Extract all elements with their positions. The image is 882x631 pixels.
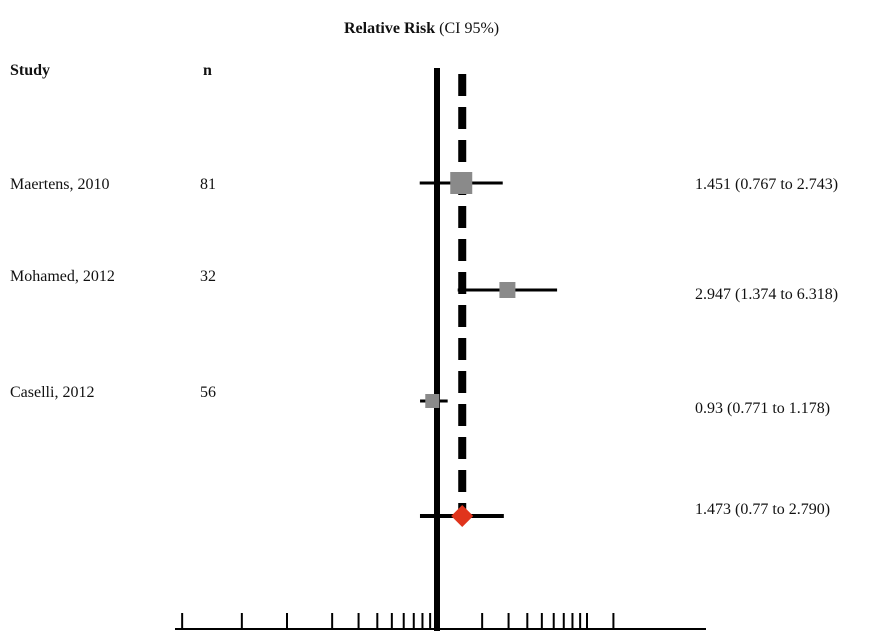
pooled-diamond xyxy=(451,505,474,527)
study-rr-label: 0.93 (0.771 to 1.178) xyxy=(695,400,831,417)
chart-title-main: Relative Risk xyxy=(344,20,436,37)
study-rr-label: 1.451 (0.767 to 2.743) xyxy=(695,176,839,193)
study-n: 81 xyxy=(200,176,216,193)
study-name: Caselli, 2012 xyxy=(10,384,95,401)
study-name: Mohamed, 2012 xyxy=(10,268,115,285)
study-column-header: Study xyxy=(10,62,51,79)
pooled-rr-label: 1.473 (0.77 to 2.790) xyxy=(695,501,831,518)
study-n: 56 xyxy=(200,384,216,401)
chart-title-ci: (CI 95%) xyxy=(439,20,500,37)
n-column-header: n xyxy=(203,62,212,79)
study-marker xyxy=(499,282,516,298)
study-marker xyxy=(425,394,440,408)
chart-title: Relative Risk (CI 95%) xyxy=(344,20,499,38)
study-rr-label: 2.947 (1.374 to 6.318) xyxy=(695,286,839,303)
study-name: Maertens, 2010 xyxy=(10,176,110,193)
study-n: 32 xyxy=(200,268,216,285)
study-marker xyxy=(450,172,473,194)
